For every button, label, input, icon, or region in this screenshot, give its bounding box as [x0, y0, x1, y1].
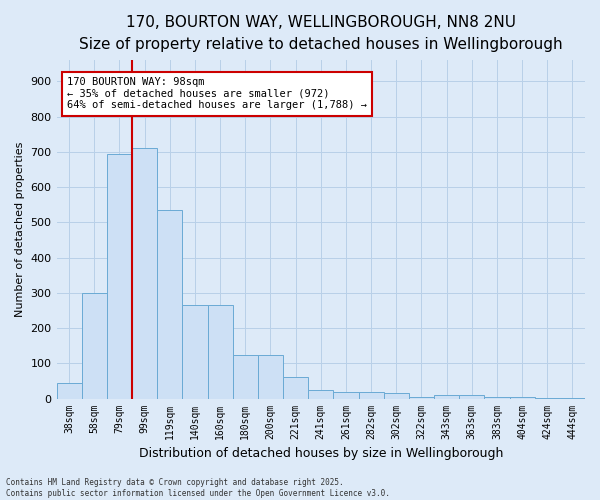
- Bar: [258, 354, 283, 399]
- X-axis label: Distribution of detached houses by size in Wellingborough: Distribution of detached houses by size …: [139, 447, 503, 460]
- Bar: [459, 395, 484, 398]
- Bar: [208, 305, 233, 398]
- Bar: [283, 378, 308, 398]
- Bar: [82, 293, 107, 399]
- Bar: [383, 394, 409, 398]
- Bar: [308, 390, 334, 398]
- Bar: [56, 382, 82, 398]
- Bar: [484, 397, 509, 398]
- Bar: [409, 397, 434, 398]
- Bar: [509, 397, 535, 398]
- Bar: [107, 154, 132, 398]
- Bar: [233, 354, 258, 399]
- Title: 170, BOURTON WAY, WELLINGBOROUGH, NN8 2NU
Size of property relative to detached : 170, BOURTON WAY, WELLINGBOROUGH, NN8 2N…: [79, 15, 563, 52]
- Bar: [359, 392, 383, 398]
- Bar: [434, 395, 459, 398]
- Bar: [334, 392, 359, 398]
- Text: 170 BOURTON WAY: 98sqm
← 35% of detached houses are smaller (972)
64% of semi-de: 170 BOURTON WAY: 98sqm ← 35% of detached…: [67, 77, 367, 110]
- Bar: [132, 148, 157, 398]
- Bar: [157, 210, 182, 398]
- Text: Contains HM Land Registry data © Crown copyright and database right 2025.
Contai: Contains HM Land Registry data © Crown c…: [6, 478, 390, 498]
- Y-axis label: Number of detached properties: Number of detached properties: [15, 142, 25, 317]
- Bar: [182, 305, 208, 398]
